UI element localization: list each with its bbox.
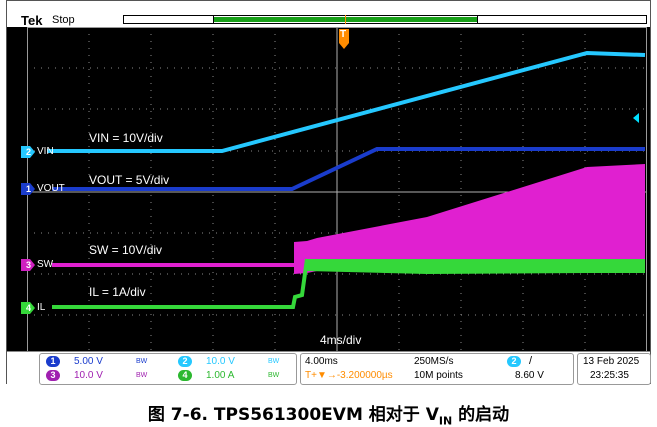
ch1-badge[interactable]: 1	[46, 356, 60, 367]
record-window-right-tick	[477, 15, 478, 24]
trigger-position-marker[interactable]: T	[339, 29, 349, 49]
channel-settings-panel[interactable]: 1 5.00 V BW 3 10.0 V BW 2 10.0 V BW 4 1.…	[39, 353, 297, 385]
ch4-badge[interactable]: 4	[178, 370, 192, 381]
oscilloscope-screen: Tek Stop T	[6, 0, 651, 385]
sample-rate: 250MS/s	[414, 356, 454, 367]
caption-subscript: IN	[438, 414, 453, 427]
caption-text: 图 7-6. TPS561300EVM 相对于 V	[147, 405, 439, 425]
il-trace	[52, 258, 309, 309]
timebase-value: 4.00ms	[305, 356, 338, 367]
il-annotation: IL = 1A/div	[89, 285, 146, 299]
sw-annotation: SW = 10V/div	[89, 243, 163, 257]
time-per-div-label: 4ms/div	[320, 333, 362, 347]
timebase-panel[interactable]: 4.00ms T+▼→-3.200000µs 250MS/s 10M point…	[300, 353, 574, 385]
ch1-scale: 5.00 V	[74, 356, 103, 367]
channel-4-marker-shape	[21, 302, 35, 314]
record-trigger-tick	[345, 15, 346, 24]
trigger-level: 8.60 V	[515, 370, 544, 381]
vout-trace	[52, 147, 645, 191]
brand-logo: Tek	[21, 13, 43, 28]
ch1-bw-limit: BW	[136, 358, 148, 365]
ch3-bw-limit: BW	[136, 372, 148, 379]
vin-annotation: VIN = 10V/div	[89, 131, 163, 145]
date-value: 13 Feb 2025	[583, 356, 640, 367]
datetime-panel: 13 Feb 2025 23:25:35	[577, 353, 651, 385]
channel-1-marker-shape	[21, 183, 35, 195]
ch4-bw-limit: BW	[268, 372, 280, 379]
trigger-source-badge[interactable]: 2	[507, 356, 521, 367]
il-trace-envelope	[307, 259, 645, 274]
status-bar: 1 5.00 V BW 3 10.0 V BW 2 10.0 V BW 4 1.…	[7, 351, 651, 385]
record-window-left-tick	[213, 15, 214, 24]
vin-trace	[47, 50, 646, 153]
channel-3-marker-shape	[21, 259, 35, 271]
trigger-position-value: T+▼→-3.200000µs	[305, 370, 393, 381]
caption-suffix: 的启动	[452, 405, 510, 425]
ch3-badge[interactable]: 3	[46, 370, 60, 381]
figure-caption: 图 7-6. TPS561300EVM 相对于 VIN 的启动	[0, 400, 657, 427]
sw-trace-envelope	[294, 164, 645, 274]
graticule	[27, 27, 647, 357]
time-value: 23:25:35	[590, 370, 629, 381]
vin-offscreen-indicator	[633, 113, 639, 123]
trigger-slope-icon: /	[529, 355, 533, 367]
record-length: 10M points	[414, 370, 463, 381]
top-bar: Tek Stop	[7, 1, 650, 28]
record-view-bar	[123, 15, 647, 24]
ch2-scale: 10.0 V	[206, 356, 235, 367]
ch2-badge[interactable]: 2	[178, 356, 192, 367]
ch4-scale: 1.00 A	[206, 370, 235, 381]
channel-2-marker-shape	[21, 146, 35, 158]
ch3-scale: 10.0 V	[74, 370, 103, 381]
ch2-bw-limit: BW	[268, 358, 280, 365]
acquisition-status: Stop	[52, 14, 75, 26]
vout-annotation: VOUT = 5V/div	[89, 173, 170, 187]
